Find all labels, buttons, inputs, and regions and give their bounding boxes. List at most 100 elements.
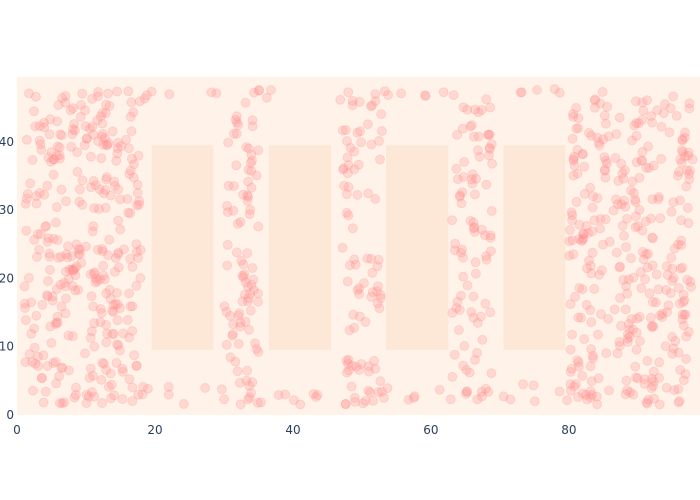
scatter-point: [631, 344, 642, 355]
scatter-point: [88, 370, 98, 381]
scatter-point: [675, 195, 685, 206]
scatter-point: [337, 125, 348, 136]
scatter-point: [92, 91, 103, 102]
scatter-point: [599, 110, 610, 121]
scatter-point: [573, 361, 584, 372]
scatter-point: [108, 328, 119, 339]
scatter-point: [73, 285, 84, 295]
scatter-point: [568, 154, 579, 164]
scatter-point: [88, 268, 99, 279]
scatter-point: [584, 127, 594, 138]
scatter-point: [458, 271, 469, 282]
scatter-point: [571, 123, 582, 134]
scatter-point: [581, 389, 591, 400]
scatter-point: [679, 132, 690, 143]
scatter-point: [588, 191, 598, 202]
scatter-point: [354, 96, 365, 107]
scatter-point: [311, 392, 322, 402]
scatter-point: [20, 198, 31, 209]
scatter-point: [230, 114, 241, 125]
scatter-point: [481, 94, 492, 105]
scatter-point: [684, 174, 695, 185]
scatter-point: [80, 348, 90, 359]
scatter-point: [486, 368, 497, 379]
scatter-point: [239, 289, 250, 300]
scatter-point: [248, 274, 259, 285]
scatter-point: [676, 145, 687, 156]
scatter-point: [631, 157, 642, 168]
scatter-point: [111, 155, 122, 166]
scatter-point: [87, 387, 97, 397]
scatter-point: [631, 327, 642, 338]
scatter-point: [245, 157, 256, 168]
scatter-point: [98, 139, 109, 150]
scatter-point: [577, 370, 588, 381]
scatter-point: [620, 389, 631, 400]
scatter-point: [232, 218, 243, 229]
scatter-point: [481, 179, 492, 190]
scatter-point: [568, 111, 579, 122]
scatter-point: [585, 182, 596, 193]
background-rectangle-1: [151, 145, 214, 351]
scatter-point: [92, 115, 103, 126]
scatter-point: [30, 358, 41, 369]
scatter-point: [88, 129, 99, 140]
scatter-point: [100, 133, 111, 144]
scatter-point: [483, 386, 494, 397]
rectangles-layer: [151, 145, 566, 351]
scatter-point: [86, 151, 96, 162]
scatter-point: [35, 139, 46, 150]
scatter-point: [121, 134, 132, 145]
scatter-point: [498, 391, 509, 402]
scatter-point: [677, 135, 688, 146]
scatter-point: [603, 131, 614, 142]
scatter-point: [54, 142, 65, 153]
scatter-point: [630, 197, 641, 207]
scatter-point: [680, 151, 690, 162]
scatter-point: [626, 253, 636, 264]
scatter-point: [353, 159, 364, 170]
scatter-point: [467, 178, 478, 189]
scatter-point: [586, 344, 597, 355]
scatter-point: [90, 277, 101, 288]
scatter-point: [57, 93, 68, 103]
scatter-point: [615, 293, 625, 303]
scatter-point: [449, 245, 460, 256]
scatter-point: [42, 291, 53, 302]
scatter-point: [469, 227, 480, 237]
scatter-point: [240, 97, 251, 108]
scatter-point: [589, 102, 600, 113]
scatter-point: [570, 291, 580, 302]
scatter-point: [365, 387, 376, 398]
scatter-point: [32, 252, 42, 262]
scatter-point: [221, 306, 232, 317]
scatter-point: [632, 221, 643, 232]
scatter-point: [56, 301, 67, 312]
scatter-point: [578, 233, 589, 244]
scatter-point: [141, 90, 152, 101]
scatter-point: [573, 113, 584, 124]
scatter-point: [178, 398, 189, 409]
scatter-point: [621, 375, 632, 386]
scatter-point: [624, 324, 635, 335]
scatter-point: [678, 297, 689, 308]
scatter-point: [447, 371, 458, 382]
scatter-point: [137, 389, 148, 400]
scatter-point: [349, 392, 360, 403]
scatter-point: [347, 95, 358, 106]
scatter-point: [110, 298, 121, 309]
scatter-point: [457, 244, 468, 255]
scatter-point: [599, 152, 610, 163]
scatter-point: [485, 232, 496, 243]
scatter-point: [571, 196, 582, 207]
scatter-point: [103, 381, 114, 392]
scatter-point: [681, 353, 691, 364]
scatter-point: [622, 329, 633, 340]
scatter-point: [231, 247, 242, 258]
scatter-point: [668, 91, 679, 102]
scatter-point: [20, 303, 30, 313]
scatter-point: [673, 283, 684, 293]
scatter-point: [592, 399, 603, 410]
scatter-point: [676, 157, 687, 168]
